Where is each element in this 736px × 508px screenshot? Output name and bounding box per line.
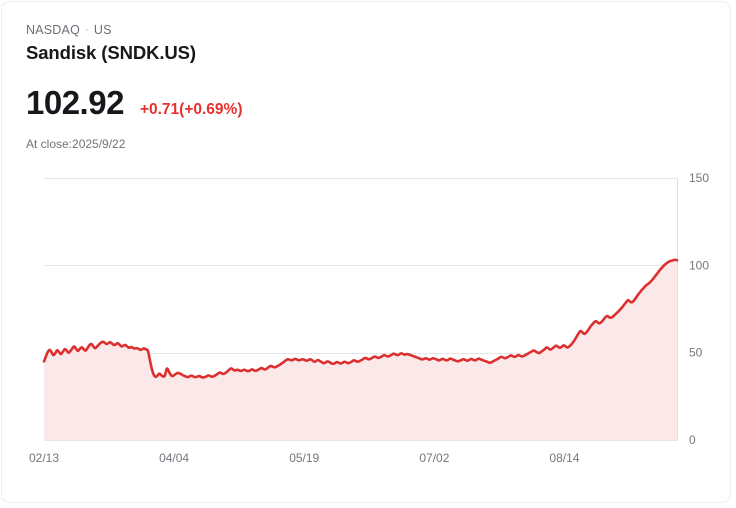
x-axis-labels: 02/13 04/04 05/19 07/02 08/14 (29, 451, 580, 465)
price-chart: 0 50 100 150 02/13 04/04 05/19 07/02 08/14 (2, 162, 730, 472)
x-tick-label: 02/13 (29, 451, 59, 465)
current-price: 102.92 (26, 84, 124, 121)
quote-header: NASDAQ · US Sandisk (SNDK.US) 102.92 +0.71… (2, 2, 730, 152)
x-tick-label: 08/14 (549, 451, 579, 465)
region-label: US (93, 23, 112, 37)
page-title: Sandisk (SNDK.US) (26, 42, 196, 63)
y-tick-label: 100 (689, 258, 709, 272)
price-change: +0.71(+0.69%) (139, 101, 243, 118)
y-tick-label: 150 (689, 171, 709, 185)
x-tick-label: 04/04 (159, 451, 189, 465)
exchange-region-row: NASDAQ · US (26, 22, 730, 38)
price-line (42, 258, 679, 379)
price-chart-svg: 0 50 100 150 02/13 04/04 05/19 07/02 08/14 (29, 171, 709, 465)
market-status: At close:2025/9/22 (26, 137, 126, 151)
price-row: 102.92 +0.71(+0.69%) (26, 84, 730, 124)
y-axis-labels: 0 50 100 150 (689, 171, 709, 447)
separator-dot: · (85, 24, 89, 36)
price-area-fill (44, 259, 677, 440)
x-tick-label: 07/02 (419, 451, 449, 465)
y-tick-label: 0 (689, 433, 696, 447)
y-tick-label: 50 (689, 346, 703, 360)
exchange-label: NASDAQ (26, 23, 80, 37)
x-tick-label: 05/19 (289, 451, 319, 465)
